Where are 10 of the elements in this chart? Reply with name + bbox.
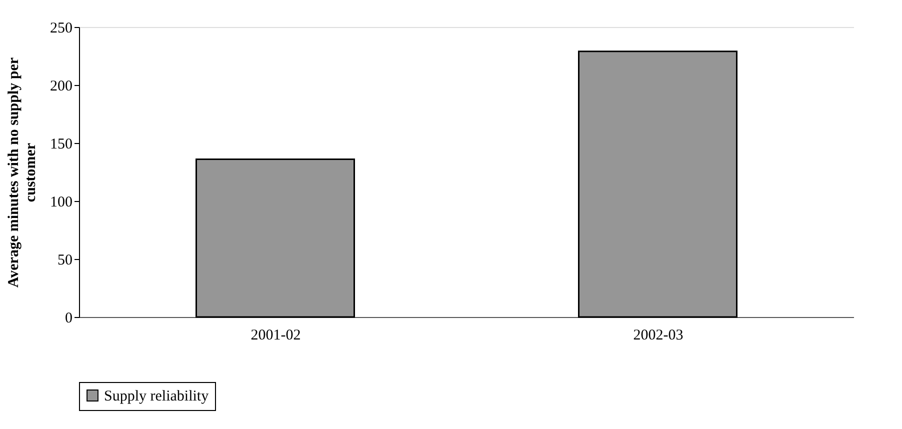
y-tick-label: 150: [50, 136, 72, 152]
y-tick-label: 100: [50, 194, 72, 210]
y-tick-label: 50: [58, 252, 72, 268]
x-tick-label: 2001-02: [250, 328, 301, 344]
y-axis-title: Average minutes with no supply per customer: [6, 57, 39, 288]
y-tick-label: 200: [50, 78, 72, 94]
legend-label: Supply reliability: [104, 388, 210, 404]
y-tick-label: 250: [50, 20, 72, 36]
x-tick-label: 2002-03: [633, 328, 684, 344]
y-tick-label: 0: [65, 310, 72, 326]
